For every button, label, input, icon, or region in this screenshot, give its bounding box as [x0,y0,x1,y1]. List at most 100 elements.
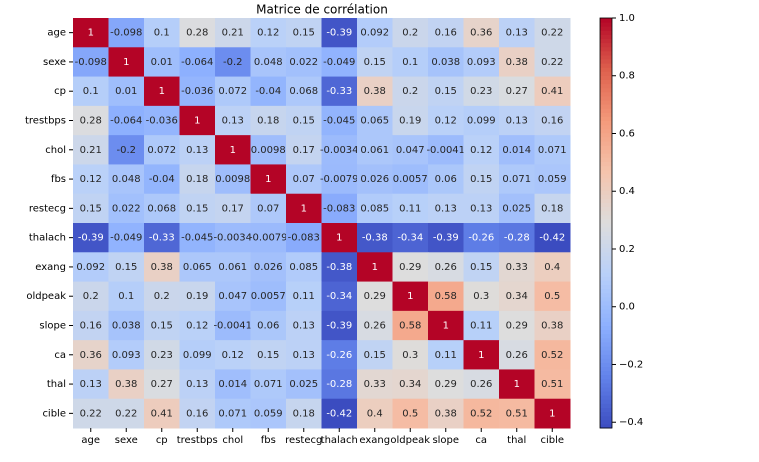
colorbar-segment [600,325,612,331]
cell-label: 0.12 [222,350,244,361]
colorbar-segment [600,395,612,400]
cell-label: -0.39 [433,233,459,244]
colorbar-segment [600,112,612,117]
cell-label: 0.15 [186,203,208,214]
colorbar-segment [600,75,612,80]
cell-label: 1 [336,233,342,244]
x-tick-label: chol [222,435,243,446]
cell-label: 0.23 [470,86,492,97]
cell-label: -0.42 [326,408,352,419]
colorbar-segment [600,34,612,39]
colorbar-segment [600,419,612,425]
cell-label: 0.071 [218,408,247,419]
cell-label: 0.19 [399,116,421,127]
cell-label: -0.083 [288,233,320,244]
cell-label: 0.5 [544,291,560,302]
heatmap-cell [179,47,216,78]
cell-label: -0.38 [362,233,388,244]
cell-label: 0.21 [80,145,102,156]
cell-label: 0.014 [218,379,247,390]
cell-label: 0.16 [435,28,457,39]
cell-label: 0.21 [222,28,244,39]
colorbar-segment [600,223,612,228]
cell-label: 0.06 [435,174,457,185]
x-tick-label: cible [540,435,564,446]
cell-label: 0.085 [289,262,318,273]
heatmap-cell [73,252,109,283]
heatmap-cell [250,398,287,429]
heatmap-cell [357,76,393,107]
colorbar-segment [600,161,612,167]
cell-label: 0.15 [364,57,386,68]
cell-label: 1 [265,174,271,185]
cell-label: 1 [514,379,520,390]
heatmap-cell [357,105,393,136]
heatmap-cell [321,164,358,195]
cell-label: 0.12 [80,174,102,185]
y-tick-label: thalach [29,233,66,244]
cell-label: 0.072 [147,145,176,156]
colorbar-segment [600,104,612,109]
heatmap-cell [144,340,180,370]
cell-label: -0.26 [326,350,352,361]
cell-label: -0.0034 [320,145,359,156]
cell-label: 0.26 [435,262,457,273]
heatmap-cell [321,47,358,78]
cell-label: -0.036 [146,116,178,127]
heatmap-cell [215,369,251,400]
heatmap-cell [73,281,109,312]
cell-label: -0.0079 [320,174,359,185]
heatmap-cell [463,398,500,429]
cell-label: 0.061 [360,145,389,156]
cell-label: 0.38 [506,57,528,68]
heatmap-cell [357,223,393,253]
cell-label: -0.38 [326,262,352,273]
heatmap-cell [463,47,500,78]
colorbar-frame [599,17,613,429]
colorbar-segment [600,346,612,351]
cell-label: 0.38 [435,408,457,419]
cell-label: 0.093 [112,350,141,361]
cell-label: 0.58 [435,291,457,302]
heatmap-cell [250,369,287,400]
heatmap-cell [357,369,393,400]
cell-label: 0.26 [506,350,528,361]
heatmap-cell [108,18,145,48]
cell-label: 0.12 [257,28,279,39]
colorbar-segment [600,218,612,224]
heatmap-cell [250,252,287,283]
colorbar-segment [600,169,612,175]
colorbar-tick-label: −0.4 [619,417,643,428]
cell-label: 0.51 [506,408,528,419]
heatmap-cell [321,223,358,253]
heatmap-cell [286,340,322,370]
cell-label: 0.58 [399,321,421,332]
colorbar-segment [600,235,612,240]
colorbar-segment [600,268,612,273]
cell-label: 1 [478,350,484,361]
y-tick-label: restecg [29,203,66,214]
heatmap-cell [499,164,535,195]
y-tick-label: trestbps [25,116,66,127]
cell-label: 1 [230,145,236,156]
colorbar-segment [600,309,612,314]
heatmap-cell [463,223,500,253]
colorbar-segment [600,38,612,44]
heatmap-cell [179,281,216,312]
cell-label: -0.04 [255,86,281,97]
heatmap-cell [215,310,251,341]
cell-label: -0.28 [504,233,530,244]
heatmap-cell [499,340,535,370]
cell-label: -0.0041 [426,145,465,156]
colorbar-segment [600,116,612,121]
colorbar-segment [600,321,612,326]
cell-label: 0.15 [115,262,137,273]
heatmap-cell [534,281,571,312]
heatmap-cell [144,135,180,165]
heatmap-cell [144,252,180,283]
cell-label: 1 [88,28,94,39]
heatmap-cell [428,105,464,136]
heatmap-cell [534,223,571,253]
heatmap-cell [357,252,393,283]
